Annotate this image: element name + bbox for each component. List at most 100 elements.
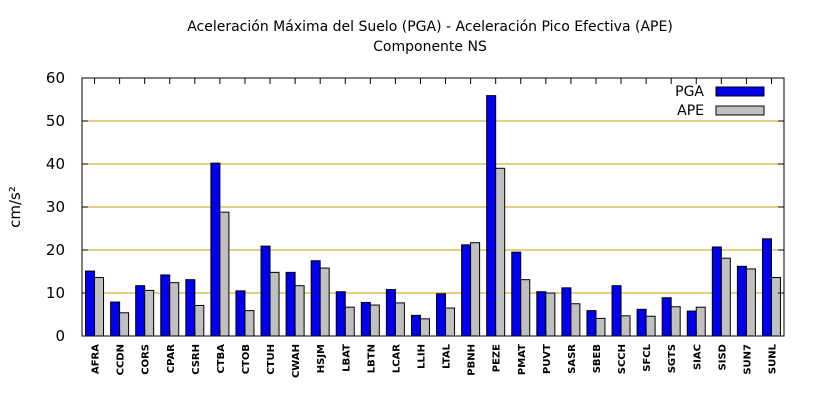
x-tick-label: SUNL xyxy=(767,343,778,374)
x-tick-label: CSRH xyxy=(191,344,202,375)
bar-pga-csrh xyxy=(185,279,196,337)
bar-ape-sun7 xyxy=(745,268,756,337)
bar-pga-scch xyxy=(611,285,622,337)
x-tick-label: CTBA xyxy=(216,344,227,374)
plot-frame xyxy=(81,77,785,337)
x-tick-label: PEZE xyxy=(492,344,503,372)
bar-ape-siac xyxy=(695,306,706,337)
x-ticks: AFRA CCDN CORS CPAR CSRH CTBA CTOB CTUH CWAH HSJM… xyxy=(91,78,778,378)
bar-pga-pbnh xyxy=(461,244,472,337)
x-tick-label: SBEB xyxy=(592,344,603,373)
x-tick-label: SIAC xyxy=(692,344,703,370)
x-tick-label: LBTN xyxy=(366,344,377,373)
bar-ape-sfcl xyxy=(645,315,656,337)
bar-ape-llih xyxy=(419,318,430,337)
x-tick-label: SFCL xyxy=(642,343,653,371)
y-tick-label: 10 xyxy=(46,284,65,302)
x-tick-label: SASR xyxy=(567,344,578,374)
legend-label-pga: PGA xyxy=(675,84,704,100)
x-tick-label: SCCH xyxy=(617,344,628,374)
bar-ape-lbat xyxy=(344,306,355,337)
bar-pga-sfcl xyxy=(636,308,647,337)
bar-ape-cwah xyxy=(294,285,305,337)
legend-swatch-ape xyxy=(715,105,765,116)
bar-pga-lcar xyxy=(385,289,396,337)
bar-pga-afra xyxy=(85,270,96,337)
x-tick-label: PMAT xyxy=(517,344,528,375)
x-tick-label: CCDN xyxy=(116,344,127,375)
bar-pga-ctob xyxy=(235,290,246,337)
y-tick-label: 20 xyxy=(46,241,65,259)
legend-swatch-pga xyxy=(715,86,765,97)
bar-pga-cors xyxy=(135,285,146,337)
bar-ape-sasr xyxy=(570,303,581,337)
y-axis-label: cm/s² xyxy=(6,186,24,228)
x-tick-label: SGTS xyxy=(667,344,678,373)
y-tick-label: 60 xyxy=(46,69,65,87)
chart-subtitle: Componente NS xyxy=(373,39,487,55)
bar-ape-sbeb xyxy=(595,317,606,337)
x-tick-label: CTOB xyxy=(241,344,252,374)
legend-label-ape: APE xyxy=(677,103,704,119)
bar-pga-lbtn xyxy=(360,301,371,337)
bar-pga-cpar xyxy=(160,274,171,337)
bar-pga-ccdn xyxy=(110,301,121,337)
bar-ape-pbnh xyxy=(470,242,481,337)
bar-ape-lbtn xyxy=(369,304,380,337)
bar-pga-siac xyxy=(686,310,697,337)
bar-ape-pmat xyxy=(520,279,531,337)
bar-pga-pmat xyxy=(511,251,522,337)
bar-ape-peze xyxy=(495,167,506,337)
bar-ape-ccdn xyxy=(119,312,130,337)
bar-pga-puvt xyxy=(536,291,547,337)
bar-ape-scch xyxy=(620,315,631,337)
x-tick-label: CORS xyxy=(141,344,152,375)
bar-pga-llih xyxy=(410,314,421,337)
y-ticks: 0 10 20 30 40 50 60 xyxy=(46,69,784,345)
x-tick-label: CTUH xyxy=(266,344,277,375)
bar-ape-ctba xyxy=(219,211,230,337)
x-tick-label: SUN7 xyxy=(742,344,753,375)
bar-ape-ctuh xyxy=(269,271,280,337)
bar-ape-csrh xyxy=(194,304,205,337)
bar-pga-sun7 xyxy=(736,265,747,337)
x-tick-label: LLIH xyxy=(416,344,427,369)
bar-ape-puvt xyxy=(545,292,556,337)
bar-ape-cpar xyxy=(169,282,180,337)
y-tick-label: 0 xyxy=(55,327,65,345)
bar-pga-sunl xyxy=(761,238,772,337)
x-tick-label: PBNH xyxy=(467,344,478,376)
bar-pga-sbeb xyxy=(586,310,597,337)
x-tick-label: LBAT xyxy=(341,344,352,372)
y-tick-label: 50 xyxy=(46,112,65,130)
x-tick-label: CWAH xyxy=(291,344,302,378)
bar-ape-cors xyxy=(144,289,155,337)
y-tick-label: 40 xyxy=(46,155,65,173)
x-tick-label: LCAR xyxy=(391,344,402,373)
bar-pga-ltal xyxy=(436,293,447,337)
bar-pga-ctba xyxy=(210,162,221,337)
bar-ape-afra xyxy=(94,277,105,337)
bar-pga-cwah xyxy=(285,271,296,337)
bar-pga-sgts xyxy=(661,297,672,337)
bar-pga-peze xyxy=(486,95,497,337)
x-tick-label: AFRA xyxy=(91,344,102,374)
y-tick-label: 30 xyxy=(46,198,65,216)
x-tick-label: LTAL xyxy=(442,343,453,369)
bar-ape-sisd xyxy=(720,257,731,337)
bar-pga-lbat xyxy=(335,291,346,337)
bar-ape-ltal xyxy=(445,307,456,337)
x-tick-label: CPAR xyxy=(166,344,177,373)
bar-ape-lcar xyxy=(394,302,405,337)
bar-pga-hsjm xyxy=(310,260,321,337)
bars xyxy=(85,95,781,337)
bar-ape-hsjm xyxy=(319,267,330,337)
x-tick-label: SISD xyxy=(717,344,728,370)
chart-title: Aceleración Máxima del Suelo (PGA) - Ace… xyxy=(187,19,673,35)
legend: PGA APE xyxy=(675,84,765,119)
bar-pga-sasr xyxy=(561,287,572,337)
bar-ape-ctob xyxy=(244,310,255,337)
x-tick-label: PUVT xyxy=(542,344,553,374)
bar-pga-sisd xyxy=(711,246,722,337)
